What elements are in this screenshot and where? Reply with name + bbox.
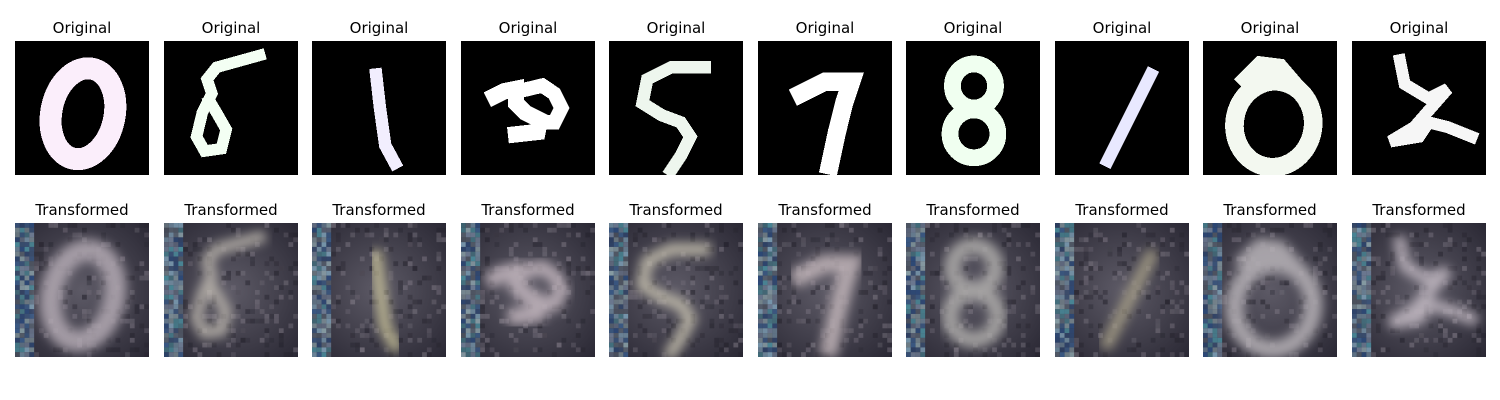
original-panel-title: Original [646,19,706,37]
original-digit-image [461,41,595,175]
digit-stroke [944,237,1004,299]
transformed-digit-image [1203,223,1337,357]
digit-stroke [635,243,711,357]
digit-stroke [509,259,570,312]
digit-stroke [1387,53,1480,148]
transformed-panel-title: Transformed [1372,201,1466,219]
original-panel-title: Original [1240,19,1300,37]
original-panel: Original [906,20,1040,176]
original-digit-image [164,41,298,175]
original-digit-image [15,41,149,175]
blurred-digit [369,249,404,354]
transformed-digit-image [1352,223,1486,357]
original-panel-title: Original [52,19,112,37]
original-panel-title: Original [1389,19,1449,37]
blurred-digit [1387,235,1480,330]
original-panel: Original [758,20,892,176]
image-background [1352,41,1486,175]
transformed-panel-title: Transformed [184,201,278,219]
digit-stroke [1387,235,1480,330]
digit-stroke [1233,55,1307,97]
original-panel-title: Original [1092,19,1152,37]
digit-stroke [1099,248,1160,351]
blurred-digit [39,239,127,353]
transformed-panel: Transformed [1203,202,1337,358]
original-panel: Original [1352,20,1486,176]
transformed-panel-title: Transformed [35,201,129,219]
transformed-digit-image [15,223,149,357]
digit-stroke [39,239,127,353]
transformed-panel-title: Transformed [481,201,575,219]
blurred-digit [635,243,711,357]
original-digit-image [609,41,743,175]
digit-stroke [369,67,404,172]
transformed-panel-title: Transformed [332,201,426,219]
digit-stroke [39,57,127,171]
original-digit-image [1352,41,1486,175]
transformed-panel: Transformed [1352,202,1486,358]
transformed-panel-title: Transformed [1075,201,1169,219]
original-panel-title: Original [201,19,261,37]
transformed-digit-image [609,223,743,357]
transformed-panel-title: Transformed [1223,201,1317,219]
transformed-digit-image [1055,223,1189,357]
original-panel: Original [609,20,743,176]
blurred-digit [1225,237,1323,357]
digit-stroke [788,254,864,357]
transformed-panel: Transformed [1055,202,1189,358]
blurred-digit [941,237,1007,349]
digit-stroke [944,55,1004,117]
original-panel: Original [15,20,149,176]
noise-texture [1203,223,1337,357]
digit-stroke [635,61,711,175]
digit-stroke [190,48,267,158]
original-panel: Original [461,20,595,176]
image-background [1055,223,1189,357]
digit-stroke [509,77,570,130]
transformed-panel: Transformed [164,202,298,358]
blurred-digit [190,230,267,340]
transformed-digit-image [164,223,298,357]
digit-stroke [1099,66,1160,169]
transformed-panel: Transformed [906,202,1040,358]
digit-stroke [483,78,550,144]
transformed-digit-image [461,223,595,357]
transformed-digit-image [312,223,446,357]
transformed-digit-image [758,223,892,357]
transformed-panel: Transformed [758,202,892,358]
transformed-panel-title: Transformed [778,201,872,219]
transformed-panel: Transformed [15,202,149,358]
transformed-digit-image [906,223,1040,357]
transformed-panel: Transformed [461,202,595,358]
original-panel-title: Original [498,19,558,37]
transformed-panel-title: Transformed [926,201,1020,219]
original-panel: Original [1055,20,1189,176]
digit-stroke [1233,237,1307,279]
original-digit-image [1203,41,1337,175]
original-panel-title: Original [795,19,855,37]
digit-stroke [369,249,404,354]
original-panel: Original [1203,20,1337,176]
original-panel-title: Original [349,19,409,37]
original-digit-image [312,41,446,175]
transformed-panel: Transformed [312,202,446,358]
blurred-digit [1099,248,1160,351]
transformed-panel: Transformed [609,202,743,358]
blurred-digit [483,259,570,326]
original-digit-image [1055,41,1189,175]
digit-stroke [483,260,550,326]
blurred-digit [788,254,864,357]
digit-stroke [788,72,864,175]
original-panel: Original [164,20,298,176]
original-digit-image [758,41,892,175]
original-digit-image [906,41,1040,175]
transformed-panel-title: Transformed [629,201,723,219]
digit-stroke [190,230,267,340]
original-panel: Original [312,20,446,176]
image-background [1055,41,1189,175]
original-panel-title: Original [943,19,1003,37]
